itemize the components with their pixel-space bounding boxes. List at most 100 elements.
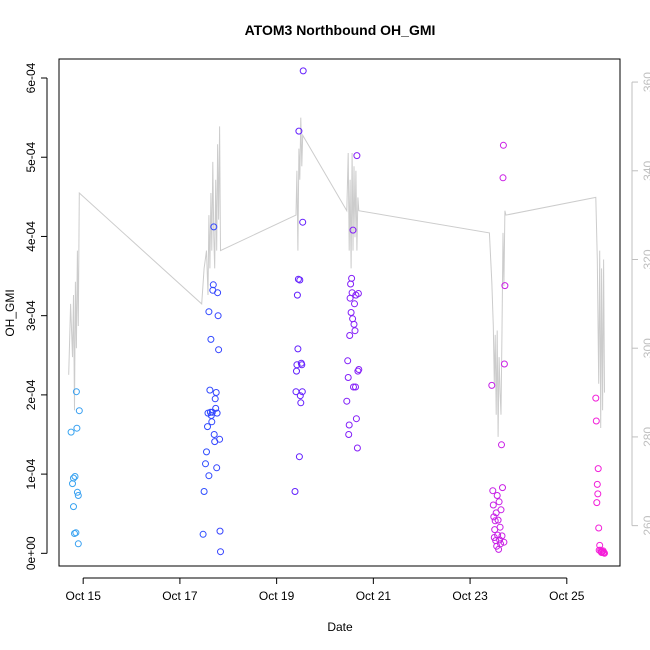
- right-tick-label: 280: [641, 427, 650, 447]
- data-point: [494, 516, 502, 524]
- data-point: [592, 394, 600, 402]
- data-point: [491, 517, 499, 525]
- data-point: [293, 361, 301, 369]
- x-axis: Oct 15 Oct 17 Oct 19 Oct 21 Oct 23 Oct 25: [66, 577, 585, 603]
- data-point: [71, 473, 79, 480]
- data-point: [347, 280, 355, 288]
- data-point: [594, 465, 602, 473]
- data-point: [348, 274, 356, 282]
- data-point: [212, 389, 220, 396]
- data-point: [596, 541, 604, 549]
- data-point: [299, 67, 307, 75]
- data-point: [293, 291, 301, 299]
- data-point: [296, 276, 304, 284]
- right-tick-label: 300: [641, 338, 650, 358]
- data-point: [488, 381, 496, 389]
- data-point: [73, 424, 81, 432]
- data-point: [500, 360, 508, 368]
- left-tick-label: 1e-04: [24, 458, 38, 489]
- data-point: [499, 174, 507, 182]
- axes: [58, 58, 621, 567]
- oh-gmi-scatter-series: [67, 67, 608, 557]
- data-point: [205, 308, 213, 316]
- data-point: [499, 484, 506, 492]
- right-tick-label: 360: [641, 72, 650, 92]
- data-point: [213, 409, 221, 417]
- data-point: [350, 383, 357, 391]
- data-point: [593, 480, 601, 488]
- data-point: [352, 383, 359, 391]
- data-point: [350, 320, 358, 328]
- data-point: [501, 282, 509, 290]
- data-point: [349, 315, 357, 323]
- data-point: [593, 499, 601, 507]
- data-point: [497, 506, 505, 514]
- data-point: [595, 524, 603, 532]
- data-point: [497, 540, 504, 548]
- data-point: [70, 474, 77, 482]
- data-point: [489, 501, 497, 509]
- data-point: [493, 492, 501, 499]
- data-point: [213, 464, 221, 472]
- data-point: [70, 503, 77, 511]
- data-point: [296, 392, 304, 400]
- right-axis-line-series: [68, 117, 605, 437]
- data-point: [353, 444, 361, 452]
- data-point: [495, 498, 503, 506]
- data-point: [208, 408, 216, 416]
- left-tick-label: 5e-04: [24, 142, 38, 173]
- data-point: [344, 374, 352, 381]
- x-tick-label: Oct 21: [356, 589, 392, 603]
- data-point: [210, 431, 218, 438]
- data-point: [206, 408, 214, 416]
- data-point: [500, 538, 508, 546]
- data-point: [354, 290, 362, 297]
- data-point: [212, 404, 220, 412]
- left-tick-label: 3e-04: [24, 300, 38, 331]
- x-tick-label: Oct 25: [549, 589, 585, 603]
- y-axis-label: OH_GMI: [3, 289, 17, 336]
- data-point: [72, 529, 80, 537]
- x-tick-label: Oct 17: [162, 589, 198, 603]
- data-point: [492, 509, 500, 517]
- data-point: [295, 453, 303, 461]
- data-point: [345, 431, 353, 438]
- data-point: [215, 346, 223, 354]
- data-point: [297, 399, 305, 407]
- data-point: [210, 223, 218, 231]
- data-point: [211, 395, 219, 403]
- data-point: [204, 423, 211, 431]
- plot-area-frame: [58, 58, 621, 567]
- data-point: [353, 152, 361, 160]
- data-point: [69, 480, 76, 488]
- left-tick-label: 0e+00: [24, 536, 38, 570]
- data-point: [351, 327, 359, 335]
- data-point: [351, 300, 358, 308]
- data-point: [74, 540, 82, 548]
- data-point: [291, 488, 299, 495]
- x-axis-label: Date: [327, 620, 353, 634]
- data-point: [343, 397, 351, 405]
- data-point: [207, 335, 215, 343]
- data-point: [355, 366, 363, 373]
- data-point: [73, 488, 81, 496]
- data-point: [72, 388, 80, 396]
- data-point: [203, 448, 210, 456]
- right-tick-label: 340: [641, 160, 650, 180]
- data-point: [346, 332, 354, 339]
- data-point: [496, 523, 504, 531]
- data-point: [298, 361, 306, 369]
- data-point: [217, 548, 224, 556]
- data-point: [216, 527, 224, 535]
- data-point: [71, 530, 78, 537]
- data-point: [216, 435, 224, 443]
- left-tick-label: 6e-04: [24, 62, 38, 93]
- chart-title: ATOM3 Northbound OH_GMI: [245, 22, 436, 38]
- data-point: [594, 490, 602, 498]
- data-point: [298, 388, 306, 396]
- data-point: [294, 275, 302, 283]
- right-tick-label: 260: [641, 515, 650, 535]
- data-point: [214, 312, 222, 320]
- data-point: [344, 357, 352, 365]
